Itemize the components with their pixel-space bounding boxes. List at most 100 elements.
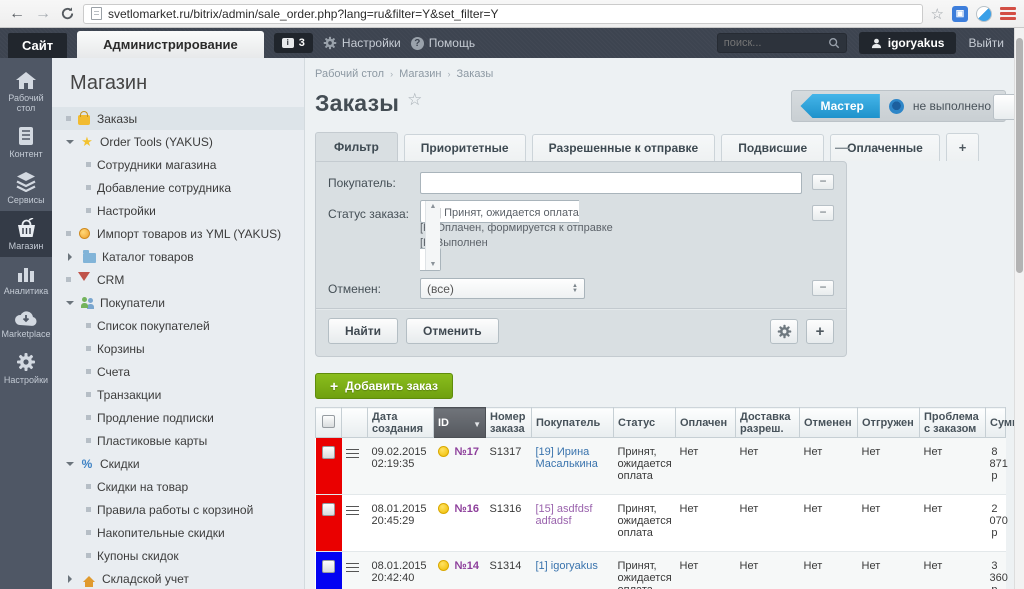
find-button[interactable]: Найти xyxy=(328,318,398,344)
topnav-help-button[interactable]: ? Помощь xyxy=(411,36,475,50)
sidebar-item[interactable]: Пластиковые карты xyxy=(52,429,304,452)
sidebar-item[interactable]: Продление подписки xyxy=(52,406,304,429)
customer-input[interactable] xyxy=(420,172,802,194)
sidebar-item[interactable]: Скидки на товар xyxy=(52,475,304,498)
customer-link[interactable]: [1] igoryakus xyxy=(536,560,598,572)
rail-item-services[interactable]: Сервисы xyxy=(0,165,52,211)
url-text[interactable]: svetlomarket.ru/bitrix/admin/sale_order.… xyxy=(108,7,499,21)
listbox-scrollbar[interactable]: ▲▼ xyxy=(425,201,440,270)
collapse-filter-button[interactable]: — xyxy=(835,139,849,155)
column-header-id[interactable]: ID▼ xyxy=(434,408,486,438)
sidebar-item-yml-import[interactable]: Импорт товаров из YML (YAKUS) xyxy=(52,222,304,245)
sidebar-item-orders[interactable]: Заказы xyxy=(52,107,304,130)
sidebar-item-catalog[interactable]: Каталог товаров xyxy=(52,245,304,268)
chevron-down-icon[interactable] xyxy=(66,140,74,148)
wizard-button[interactable]: Мастер xyxy=(800,94,879,118)
row-menu-icon[interactable] xyxy=(346,563,359,572)
customer-link[interactable]: [15] asdfdsf adfadsf xyxy=(536,503,593,527)
sidebar-item[interactable]: Правила работы с корзиной xyxy=(52,498,304,521)
remove-field-button[interactable]: − xyxy=(812,280,834,296)
tab-site[interactable]: Сайт xyxy=(8,33,67,58)
tab-suspended[interactable]: Подвисшие xyxy=(721,134,824,161)
rail-item-desktop[interactable]: Рабочий стол xyxy=(0,64,52,119)
cancel-button[interactable]: Отменить xyxy=(406,318,499,344)
status-option[interactable]: [P] Оплачен, формируется к отправке xyxy=(420,221,802,236)
topnav-settings-button[interactable]: Настройки xyxy=(323,36,401,50)
column-header[interactable]: Оплачен xyxy=(676,408,736,438)
add-filter-tab-button[interactable]: + xyxy=(946,133,980,161)
rail-item-settings[interactable]: Настройки xyxy=(0,345,52,391)
sidebar-item-discounts[interactable]: %Скидки xyxy=(52,452,304,475)
row-checkbox[interactable] xyxy=(322,503,335,516)
browser-back-icon[interactable]: ← xyxy=(8,5,26,23)
column-header[interactable]: Номер заказа xyxy=(486,408,532,438)
select-all-checkbox[interactable] xyxy=(322,415,335,428)
topnav-search[interactable] xyxy=(717,33,847,53)
column-header[interactable]: Доставка разреш. xyxy=(736,408,800,438)
row-menu-icon[interactable] xyxy=(346,506,359,515)
column-header[interactable]: Покупатель xyxy=(532,408,614,438)
rail-item-marketplace[interactable]: Marketplace xyxy=(0,302,52,345)
scroll-down-icon[interactable]: ▼ xyxy=(430,261,437,268)
breadcrumb-item[interactable]: Магазин xyxy=(399,68,441,80)
tab-allowed-shipping[interactable]: Разрешенные к отправке xyxy=(532,134,716,161)
customer-link[interactable]: [19] Ирина Масалькина xyxy=(536,446,598,470)
order-id-link[interactable]: №14 xyxy=(455,560,480,572)
notifications-button[interactable]: i 3 xyxy=(274,33,313,53)
column-header[interactable]: Статус xyxy=(614,408,676,438)
browser-forward-icon[interactable]: → xyxy=(34,5,52,23)
sidebar-item[interactable]: Настройки xyxy=(52,199,304,222)
row-menu-icon[interactable] xyxy=(346,449,359,458)
status-option[interactable]: [F] Выполнен xyxy=(420,236,802,251)
tab-administration[interactable]: Администрирование xyxy=(77,31,264,58)
breadcrumb-item[interactable]: Рабочий стол xyxy=(315,68,384,80)
status-option[interactable]: [N] Принят, ожидается оплата xyxy=(427,207,579,219)
sidebar-item[interactable]: Добавление сотрудника xyxy=(52,176,304,199)
extension-icon[interactable]: ▣ xyxy=(952,6,968,22)
sidebar-item[interactable]: Корзины xyxy=(52,337,304,360)
browser-menu-icon[interactable] xyxy=(1000,7,1016,20)
chevron-right-icon[interactable] xyxy=(68,253,76,261)
row-checkbox[interactable] xyxy=(322,560,335,573)
order-id-link[interactable]: №17 xyxy=(455,446,480,458)
sidebar-item[interactable]: Купоны скидок xyxy=(52,544,304,567)
add-filter-field-button[interactable]: + xyxy=(806,319,834,344)
scrollbar-thumb[interactable] xyxy=(1016,38,1023,273)
address-bar[interactable]: svetlomarket.ru/bitrix/admin/sale_order.… xyxy=(83,4,923,24)
search-input[interactable] xyxy=(724,37,828,49)
remove-field-button[interactable]: − xyxy=(812,174,834,190)
sidebar-item-crm[interactable]: CRM xyxy=(52,268,304,291)
sort-desc-icon[interactable]: ▼ xyxy=(473,420,481,429)
tab-filter[interactable]: Фильтр xyxy=(315,132,398,161)
bookmark-star-icon[interactable]: ☆ xyxy=(931,5,944,23)
column-header[interactable]: Отменен xyxy=(800,408,858,438)
sidebar-item[interactable]: Список покупателей xyxy=(52,314,304,337)
chevron-down-icon[interactable] xyxy=(66,301,74,309)
sidebar-item[interactable]: Накопительные скидки xyxy=(52,521,304,544)
sidebar-item-customers[interactable]: Покупатели xyxy=(52,291,304,314)
chevron-right-icon[interactable] xyxy=(68,575,76,583)
sidebar-item-order-tools[interactable]: ★Order Tools (YAKUS) xyxy=(52,130,304,153)
tab-priority[interactable]: Приоритетные xyxy=(404,134,526,161)
logout-link[interactable]: Выйти xyxy=(968,36,1004,50)
favorite-star-icon[interactable]: ☆ xyxy=(407,90,422,110)
sidebar-item-warehouse[interactable]: Складской учет xyxy=(52,567,304,589)
rail-item-shop[interactable]: Магазин xyxy=(0,211,52,257)
browser-refresh-icon[interactable] xyxy=(60,6,75,21)
add-order-button[interactable]: + Добавить заказ xyxy=(315,373,453,399)
sidebar-item[interactable]: Сотрудники магазина xyxy=(52,153,304,176)
column-header[interactable]: Дата создания xyxy=(368,408,434,438)
column-header[interactable]: Отгружен xyxy=(858,408,920,438)
rail-item-content[interactable]: Контент xyxy=(0,119,52,165)
canceled-select[interactable]: (все) ▲▼ xyxy=(420,278,585,299)
filter-settings-button[interactable] xyxy=(770,319,798,344)
chevron-down-icon[interactable] xyxy=(66,462,74,470)
extension-icon[interactable] xyxy=(976,6,992,22)
wizard-more-button[interactable] xyxy=(993,94,1014,120)
page-scrollbar[interactable] xyxy=(1014,28,1024,589)
breadcrumb-item[interactable]: Заказы xyxy=(457,68,494,80)
row-checkbox[interactable] xyxy=(322,446,335,459)
order-status-listbox[interactable]: [N] Принят, ожидается оплата [P] Оплачен… xyxy=(420,200,802,271)
scroll-up-icon[interactable]: ▲ xyxy=(430,203,437,210)
column-header[interactable]: Проблема с заказом xyxy=(920,408,986,438)
